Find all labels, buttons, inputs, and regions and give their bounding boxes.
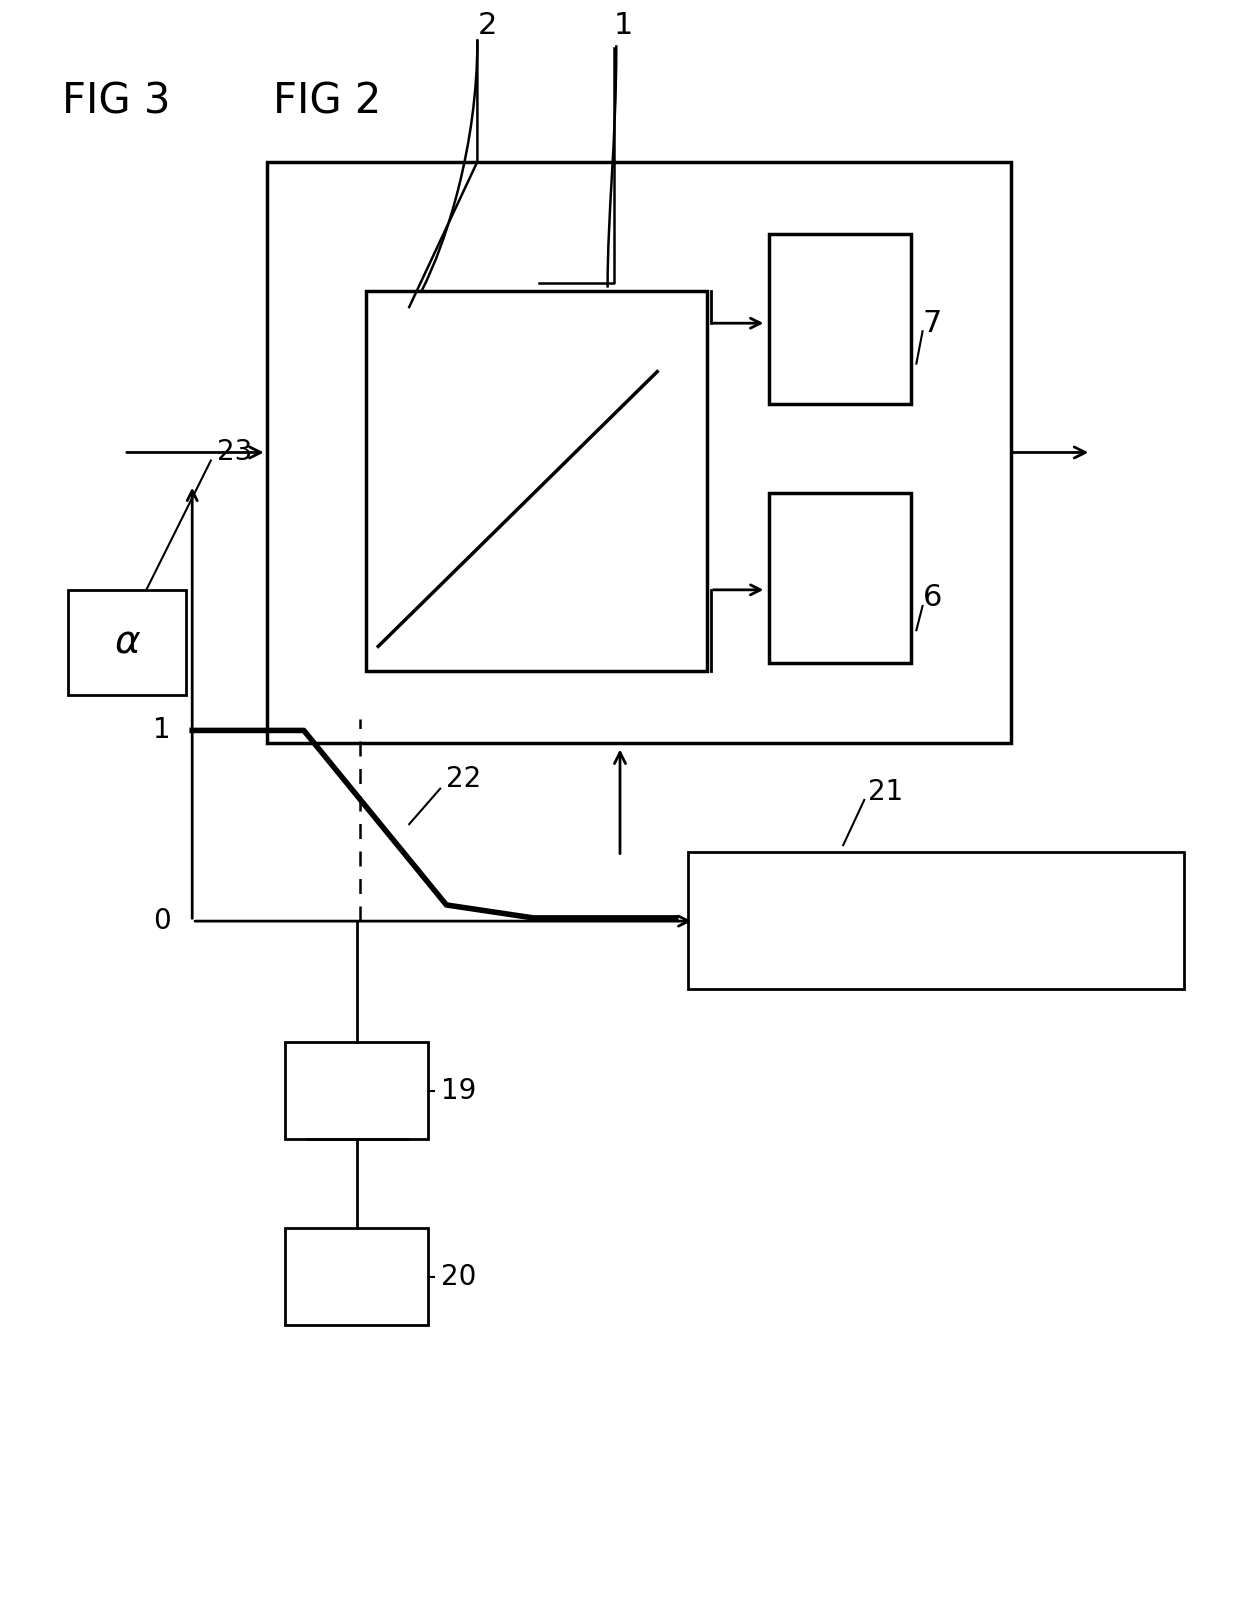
- Text: 2: 2: [477, 11, 497, 40]
- Text: FIG 3: FIG 3: [62, 81, 171, 123]
- Text: 19: 19: [441, 1076, 477, 1105]
- Bar: [769, 234, 911, 404]
- Text: 6: 6: [923, 583, 942, 612]
- Text: 21: 21: [868, 777, 903, 806]
- Text: 7: 7: [923, 309, 942, 338]
- Text: $\alpha$: $\alpha$: [114, 622, 141, 661]
- Text: 0: 0: [154, 907, 171, 936]
- Bar: [688, 852, 1184, 989]
- Text: 1: 1: [614, 11, 634, 40]
- Bar: [769, 493, 911, 663]
- Text: FIG 2: FIG 2: [273, 81, 381, 123]
- Bar: [285, 1228, 428, 1325]
- Text: 1: 1: [154, 716, 171, 745]
- Text: 22: 22: [446, 764, 481, 793]
- Bar: [366, 291, 707, 671]
- Bar: [267, 162, 1011, 743]
- Bar: [285, 1042, 428, 1139]
- Bar: [68, 590, 186, 695]
- Text: 20: 20: [441, 1262, 477, 1291]
- Text: 23: 23: [217, 438, 253, 467]
